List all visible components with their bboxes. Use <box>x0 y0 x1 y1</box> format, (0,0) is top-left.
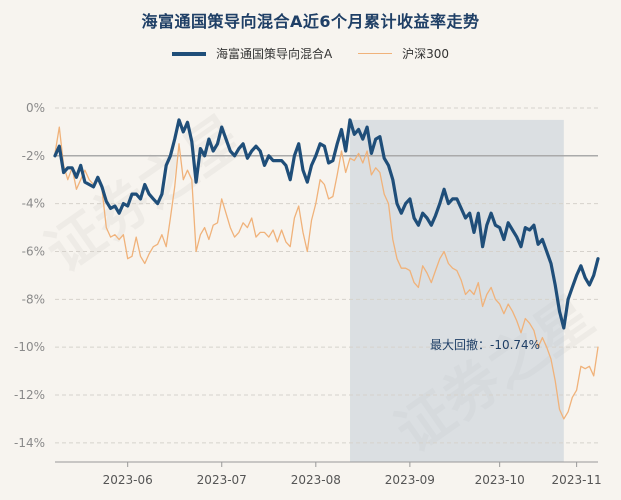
y-tick-label: 0% <box>26 101 45 115</box>
x-tick-label: 2023-06 <box>103 473 153 487</box>
y-tick-label: -12% <box>14 388 45 402</box>
legend-item-fund[interactable]: 海富通国策导向混合A <box>171 45 333 62</box>
y-tick-label: -6% <box>22 244 45 258</box>
y-tick-label: -2% <box>22 149 45 163</box>
series-line-fund <box>53 118 600 330</box>
chart-title: 海富通国策导向混合A近6个月累计收益率走势 <box>141 12 480 31</box>
x-tick-label: 2023-09 <box>385 473 435 487</box>
series-line-hs300 <box>54 126 599 420</box>
drawdown-region <box>350 119 564 462</box>
x-tick-label: 2023-11 <box>552 473 602 487</box>
y-tick-label: -14% <box>14 436 45 450</box>
legend: 海富通国策导向混合A 沪深300 <box>0 45 621 62</box>
max-drawdown-label: 最大回撤：-10.74% <box>430 337 540 352</box>
legend-swatch-index <box>358 53 393 54</box>
y-tick-label: -4% <box>22 197 45 211</box>
legend-label-index: 沪深300 <box>402 47 450 61</box>
x-tick-label: 2023-10 <box>475 473 525 487</box>
legend-swatch-fund <box>171 51 206 56</box>
legend-item-index[interactable]: 沪深300 <box>358 45 449 62</box>
y-tick-label: -8% <box>22 292 45 306</box>
x-tick-label: 2023-07 <box>197 473 247 487</box>
legend-label-fund: 海富通国策导向混合A <box>215 47 333 61</box>
x-tick-label: 2023-08 <box>291 473 341 487</box>
y-tick-label: -10% <box>14 340 45 354</box>
